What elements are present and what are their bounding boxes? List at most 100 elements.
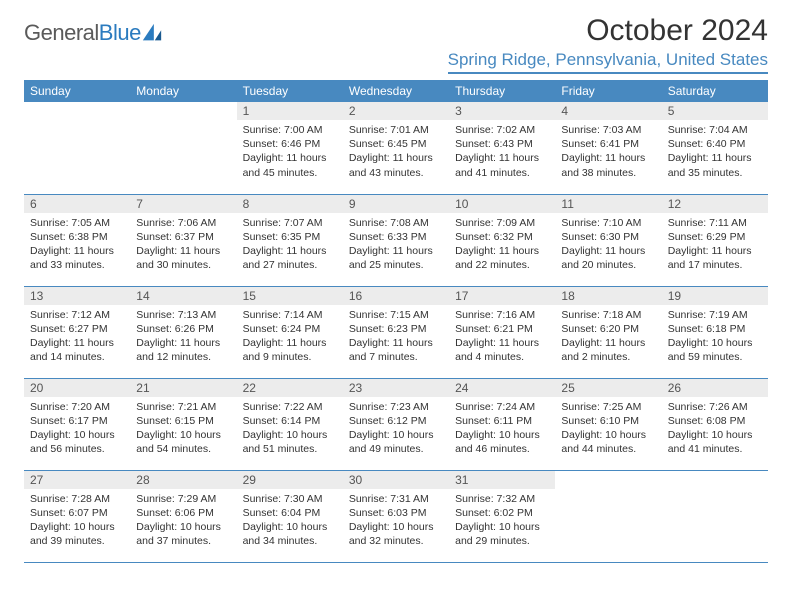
calendar: SundayMondayTuesdayWednesdayThursdayFrid…: [24, 80, 768, 563]
day-details: Sunrise: 7:29 AMSunset: 6:06 PMDaylight:…: [130, 489, 236, 553]
day-header: Sunday: [24, 80, 130, 102]
week-row: 27Sunrise: 7:28 AMSunset: 6:07 PMDayligh…: [24, 470, 768, 562]
day-details: Sunrise: 7:30 AMSunset: 6:04 PMDaylight:…: [237, 489, 343, 553]
day-details: Sunrise: 7:02 AMSunset: 6:43 PMDaylight:…: [449, 120, 555, 184]
day-cell: 30Sunrise: 7:31 AMSunset: 6:03 PMDayligh…: [343, 470, 449, 562]
week-row: 13Sunrise: 7:12 AMSunset: 6:27 PMDayligh…: [24, 286, 768, 378]
day-cell: ..: [130, 102, 236, 194]
day-cell: 24Sunrise: 7:24 AMSunset: 6:11 PMDayligh…: [449, 378, 555, 470]
day-number: 28: [130, 471, 236, 489]
day-header: Tuesday: [237, 80, 343, 102]
day-cell: 20Sunrise: 7:20 AMSunset: 6:17 PMDayligh…: [24, 378, 130, 470]
day-cell: 31Sunrise: 7:32 AMSunset: 6:02 PMDayligh…: [449, 470, 555, 562]
day-number: 20: [24, 379, 130, 397]
day-details: Sunrise: 7:07 AMSunset: 6:35 PMDaylight:…: [237, 213, 343, 277]
day-details: Sunrise: 7:09 AMSunset: 6:32 PMDaylight:…: [449, 213, 555, 277]
day-cell: 12Sunrise: 7:11 AMSunset: 6:29 PMDayligh…: [662, 194, 768, 286]
location: Spring Ridge, Pennsylvania, United State…: [448, 50, 768, 74]
logo-text-general: General: [24, 20, 99, 45]
day-details: Sunrise: 7:04 AMSunset: 6:40 PMDaylight:…: [662, 120, 768, 184]
day-number: 29: [237, 471, 343, 489]
week-row: 20Sunrise: 7:20 AMSunset: 6:17 PMDayligh…: [24, 378, 768, 470]
day-details: Sunrise: 7:28 AMSunset: 6:07 PMDaylight:…: [24, 489, 130, 553]
day-cell: 15Sunrise: 7:14 AMSunset: 6:24 PMDayligh…: [237, 286, 343, 378]
day-number: 14: [130, 287, 236, 305]
day-details: Sunrise: 7:12 AMSunset: 6:27 PMDaylight:…: [24, 305, 130, 369]
day-header: Wednesday: [343, 80, 449, 102]
week-row: 6Sunrise: 7:05 AMSunset: 6:38 PMDaylight…: [24, 194, 768, 286]
calendar-body: ....1Sunrise: 7:00 AMSunset: 6:46 PMDayl…: [24, 102, 768, 562]
day-number: 21: [130, 379, 236, 397]
day-details: Sunrise: 7:18 AMSunset: 6:20 PMDaylight:…: [555, 305, 661, 369]
week-row: ....1Sunrise: 7:00 AMSunset: 6:46 PMDayl…: [24, 102, 768, 194]
day-cell: 14Sunrise: 7:13 AMSunset: 6:26 PMDayligh…: [130, 286, 236, 378]
day-header: Monday: [130, 80, 236, 102]
day-cell: ..: [662, 470, 768, 562]
day-cell: 2Sunrise: 7:01 AMSunset: 6:45 PMDaylight…: [343, 102, 449, 194]
day-details: Sunrise: 7:05 AMSunset: 6:38 PMDaylight:…: [24, 213, 130, 277]
day-number: 2: [343, 102, 449, 120]
day-number: 15: [237, 287, 343, 305]
day-number: 10: [449, 195, 555, 213]
day-number: 16: [343, 287, 449, 305]
day-details: Sunrise: 7:21 AMSunset: 6:15 PMDaylight:…: [130, 397, 236, 461]
day-cell: 18Sunrise: 7:18 AMSunset: 6:20 PMDayligh…: [555, 286, 661, 378]
title-block: October 2024 Spring Ridge, Pennsylvania,…: [448, 14, 768, 74]
day-cell: 1Sunrise: 7:00 AMSunset: 6:46 PMDaylight…: [237, 102, 343, 194]
day-details: Sunrise: 7:22 AMSunset: 6:14 PMDaylight:…: [237, 397, 343, 461]
day-details: Sunrise: 7:10 AMSunset: 6:30 PMDaylight:…: [555, 213, 661, 277]
day-cell: 4Sunrise: 7:03 AMSunset: 6:41 PMDaylight…: [555, 102, 661, 194]
day-header: Thursday: [449, 80, 555, 102]
day-cell: 13Sunrise: 7:12 AMSunset: 6:27 PMDayligh…: [24, 286, 130, 378]
day-details: Sunrise: 7:06 AMSunset: 6:37 PMDaylight:…: [130, 213, 236, 277]
logo-text: GeneralBlue: [24, 20, 141, 46]
day-cell: 25Sunrise: 7:25 AMSunset: 6:10 PMDayligh…: [555, 378, 661, 470]
day-details: Sunrise: 7:20 AMSunset: 6:17 PMDaylight:…: [24, 397, 130, 461]
day-details: Sunrise: 7:01 AMSunset: 6:45 PMDaylight:…: [343, 120, 449, 184]
day-header: Saturday: [662, 80, 768, 102]
day-cell: ..: [555, 470, 661, 562]
day-number: 25: [555, 379, 661, 397]
day-cell: 17Sunrise: 7:16 AMSunset: 6:21 PMDayligh…: [449, 286, 555, 378]
day-number: 7: [130, 195, 236, 213]
day-number: 8: [237, 195, 343, 213]
day-details: Sunrise: 7:19 AMSunset: 6:18 PMDaylight:…: [662, 305, 768, 369]
day-details: Sunrise: 7:24 AMSunset: 6:11 PMDaylight:…: [449, 397, 555, 461]
day-cell: 21Sunrise: 7:21 AMSunset: 6:15 PMDayligh…: [130, 378, 236, 470]
day-number: 12: [662, 195, 768, 213]
day-cell: 29Sunrise: 7:30 AMSunset: 6:04 PMDayligh…: [237, 470, 343, 562]
day-number: 30: [343, 471, 449, 489]
day-details: Sunrise: 7:15 AMSunset: 6:23 PMDaylight:…: [343, 305, 449, 369]
day-cell: 9Sunrise: 7:08 AMSunset: 6:33 PMDaylight…: [343, 194, 449, 286]
day-cell: 26Sunrise: 7:26 AMSunset: 6:08 PMDayligh…: [662, 378, 768, 470]
day-details: Sunrise: 7:03 AMSunset: 6:41 PMDaylight:…: [555, 120, 661, 184]
logo-sail-icon: [141, 22, 163, 44]
day-number: 6: [24, 195, 130, 213]
day-cell: 23Sunrise: 7:23 AMSunset: 6:12 PMDayligh…: [343, 378, 449, 470]
day-number: 31: [449, 471, 555, 489]
day-header: Friday: [555, 80, 661, 102]
day-number: 5: [662, 102, 768, 120]
day-details: Sunrise: 7:00 AMSunset: 6:46 PMDaylight:…: [237, 120, 343, 184]
day-details: Sunrise: 7:13 AMSunset: 6:26 PMDaylight:…: [130, 305, 236, 369]
day-cell: 28Sunrise: 7:29 AMSunset: 6:06 PMDayligh…: [130, 470, 236, 562]
day-number: 3: [449, 102, 555, 120]
day-number: 1: [237, 102, 343, 120]
day-details: Sunrise: 7:26 AMSunset: 6:08 PMDaylight:…: [662, 397, 768, 461]
day-number: 18: [555, 287, 661, 305]
day-cell: 19Sunrise: 7:19 AMSunset: 6:18 PMDayligh…: [662, 286, 768, 378]
day-header-row: SundayMondayTuesdayWednesdayThursdayFrid…: [24, 80, 768, 102]
day-number: 24: [449, 379, 555, 397]
day-cell: 5Sunrise: 7:04 AMSunset: 6:40 PMDaylight…: [662, 102, 768, 194]
day-number: 4: [555, 102, 661, 120]
day-details: Sunrise: 7:25 AMSunset: 6:10 PMDaylight:…: [555, 397, 661, 461]
day-details: Sunrise: 7:32 AMSunset: 6:02 PMDaylight:…: [449, 489, 555, 553]
calendar-head: SundayMondayTuesdayWednesdayThursdayFrid…: [24, 80, 768, 102]
logo: GeneralBlue: [24, 14, 163, 46]
month-title: October 2024: [448, 14, 768, 48]
day-cell: 6Sunrise: 7:05 AMSunset: 6:38 PMDaylight…: [24, 194, 130, 286]
day-details: Sunrise: 7:11 AMSunset: 6:29 PMDaylight:…: [662, 213, 768, 277]
logo-text-blue: Blue: [99, 20, 141, 45]
day-cell: 22Sunrise: 7:22 AMSunset: 6:14 PMDayligh…: [237, 378, 343, 470]
header: GeneralBlue October 2024 Spring Ridge, P…: [24, 14, 768, 74]
